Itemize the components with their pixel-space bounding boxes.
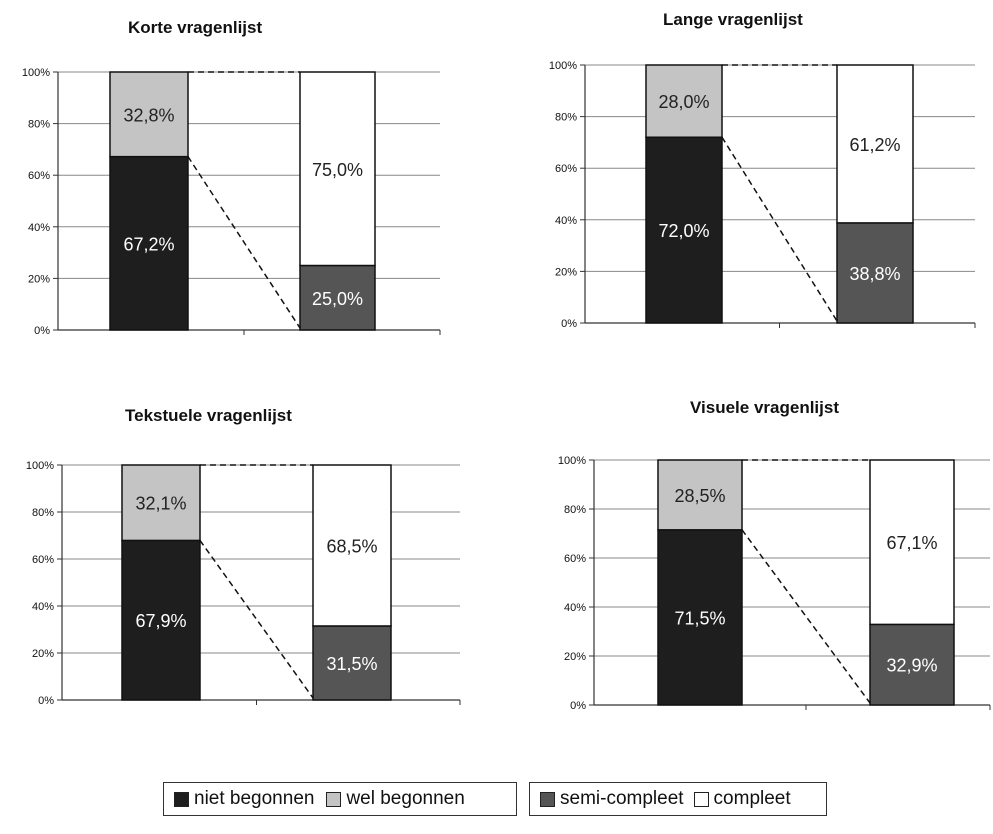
legend-box-start: niet begonnen wel begonnen (163, 782, 517, 816)
bar-segment-wel-begonnen (657, 459, 743, 531)
legend-swatch-niet-begonnen (174, 791, 189, 807)
data-label: 25,0% (312, 289, 363, 309)
bar-segment-compleet (312, 464, 392, 627)
data-label: 67,1% (886, 533, 937, 553)
y-tick-label: 0% (38, 695, 54, 707)
bar-segment-semi-compleet (312, 625, 392, 701)
data-label: 38,8% (849, 264, 900, 284)
legend-label: compleet (713, 788, 791, 809)
data-label: 71,5% (674, 608, 725, 628)
chart-title: Korte vragenlijst (128, 18, 263, 37)
legend-label: semi-compleet (560, 788, 684, 809)
chart-korte-vragenlijst: 0% 20% 40% 60% 80% 100% 67,2% 32,8% 25,0% 75,0% (22, 67, 441, 337)
y-tick-label: 80% (32, 507, 54, 519)
y-tick-label: 80% (555, 112, 577, 124)
legend-swatch-semi-compleet (540, 791, 555, 807)
y-tick-label: 80% (564, 504, 586, 516)
chart-title: Lange vragenlijst (663, 10, 803, 29)
legend-swatch-compleet (693, 791, 709, 807)
connector-bottom (741, 529, 871, 704)
bar-segment-compleet (836, 64, 914, 224)
data-label: 28,0% (658, 92, 709, 112)
bar-segment-compleet (869, 459, 955, 626)
bar-segment-niet-begonnen (121, 539, 201, 701)
data-label: 32,8% (123, 105, 174, 125)
y-tick-label: 40% (28, 222, 50, 234)
y-tick-label: 100% (22, 67, 50, 79)
data-label: 28,5% (674, 486, 725, 506)
connector-bottom (187, 156, 301, 329)
y-tick-label: 20% (564, 651, 586, 663)
chart-panel-korte: Korte vragenlijst 0% 20% 40% 60% 80% 100% 67,2… (0, 0, 480, 350)
y-tick-label: 100% (26, 460, 54, 472)
bar-segment-wel-begonnen (109, 71, 189, 158)
y-tick-label: 60% (564, 553, 586, 565)
y-tick-label: 20% (555, 266, 577, 278)
data-label: 31,5% (326, 654, 377, 674)
y-tick-label: 20% (28, 273, 50, 285)
bar-segment-niet-begonnen (657, 529, 743, 706)
y-tick-label: 60% (555, 163, 577, 175)
y-tick-label: 100% (549, 60, 577, 72)
y-tick-label: 60% (28, 170, 50, 182)
chart-panel-tekstuele: Tekstuele vragenlijst 0% 20% 40% 60% 80% 100%… (0, 390, 480, 720)
y-tick-label: 20% (32, 648, 54, 660)
bar-segment-semi-compleet (836, 222, 914, 324)
data-label: 32,9% (886, 656, 937, 676)
y-tick-label: 100% (558, 455, 586, 467)
bar-segment-niet-begonnen (645, 136, 723, 324)
data-label: 72,0% (658, 221, 709, 241)
chart-tekstuele-vragenlijst: 0% 20% 40% 60% 80% 100% 67,9% 32,1% 31,5% 68,5% (26, 460, 461, 707)
y-tick-label: 60% (32, 554, 54, 566)
data-label: 68,5% (326, 536, 377, 556)
chart-visuele-vragenlijst: 0% 20% 40% 60% 80% 100% 71,5% 28,5% 32,9% 67,1% (558, 455, 991, 712)
bar-segment-wel-begonnen (121, 464, 201, 542)
chart-lange-vragenlijst: 0% 20% 40% 60% 80% 100% 72,0% 28,0% 38,8% 61,2% (549, 60, 976, 330)
y-tick-label: 40% (555, 215, 577, 227)
y-tick-label: 0% (561, 318, 577, 330)
bar-segment-wel-begonnen (645, 64, 723, 138)
legend-label: wel begonnen (346, 788, 465, 809)
legend-item-compleet: compleet (693, 788, 791, 810)
legend-swatch-wel-begonnen (326, 791, 342, 807)
legend-item-wel-begonnen: wel begonnen (326, 788, 465, 810)
bar-segment-niet-begonnen (109, 155, 189, 331)
legend-box-end: semi-compleet compleet (529, 782, 827, 816)
data-label: 32,1% (135, 494, 186, 514)
connector-bottom (199, 539, 314, 699)
bar-segment-compleet (299, 71, 376, 267)
chart-panel-lange: Lange vragenlijst 0% 20% 40% 60% 80% 100% 72,0… (500, 0, 993, 350)
y-tick-label: 80% (28, 119, 50, 131)
data-label: 67,2% (123, 234, 174, 254)
legend-item-semi-compleet: semi-compleet (540, 788, 684, 810)
legend-item-niet-begonnen: niet begonnen (174, 788, 314, 810)
data-label: 61,2% (849, 135, 900, 155)
chart-title: Visuele vragenlijst (690, 398, 839, 417)
bar-segment-semi-compleet (299, 264, 376, 331)
legend: niet begonnen wel begonnen semi-compleet… (163, 782, 827, 816)
y-tick-label: 40% (564, 602, 586, 614)
data-label: 67,9% (135, 611, 186, 631)
y-tick-label: 40% (32, 601, 54, 613)
data-label: 75,0% (312, 160, 363, 180)
y-tick-label: 0% (34, 325, 50, 337)
chart-panel-visuele: Visuele vragenlijst 0% 20% 40% 60% 80% 100% 71… (500, 390, 993, 720)
chart-title: Tekstuele vragenlijst (125, 406, 292, 425)
bar-segment-semi-compleet (869, 623, 955, 706)
y-tick-label: 0% (570, 700, 586, 712)
legend-label: niet begonnen (194, 788, 315, 809)
connector-bottom (721, 136, 838, 322)
